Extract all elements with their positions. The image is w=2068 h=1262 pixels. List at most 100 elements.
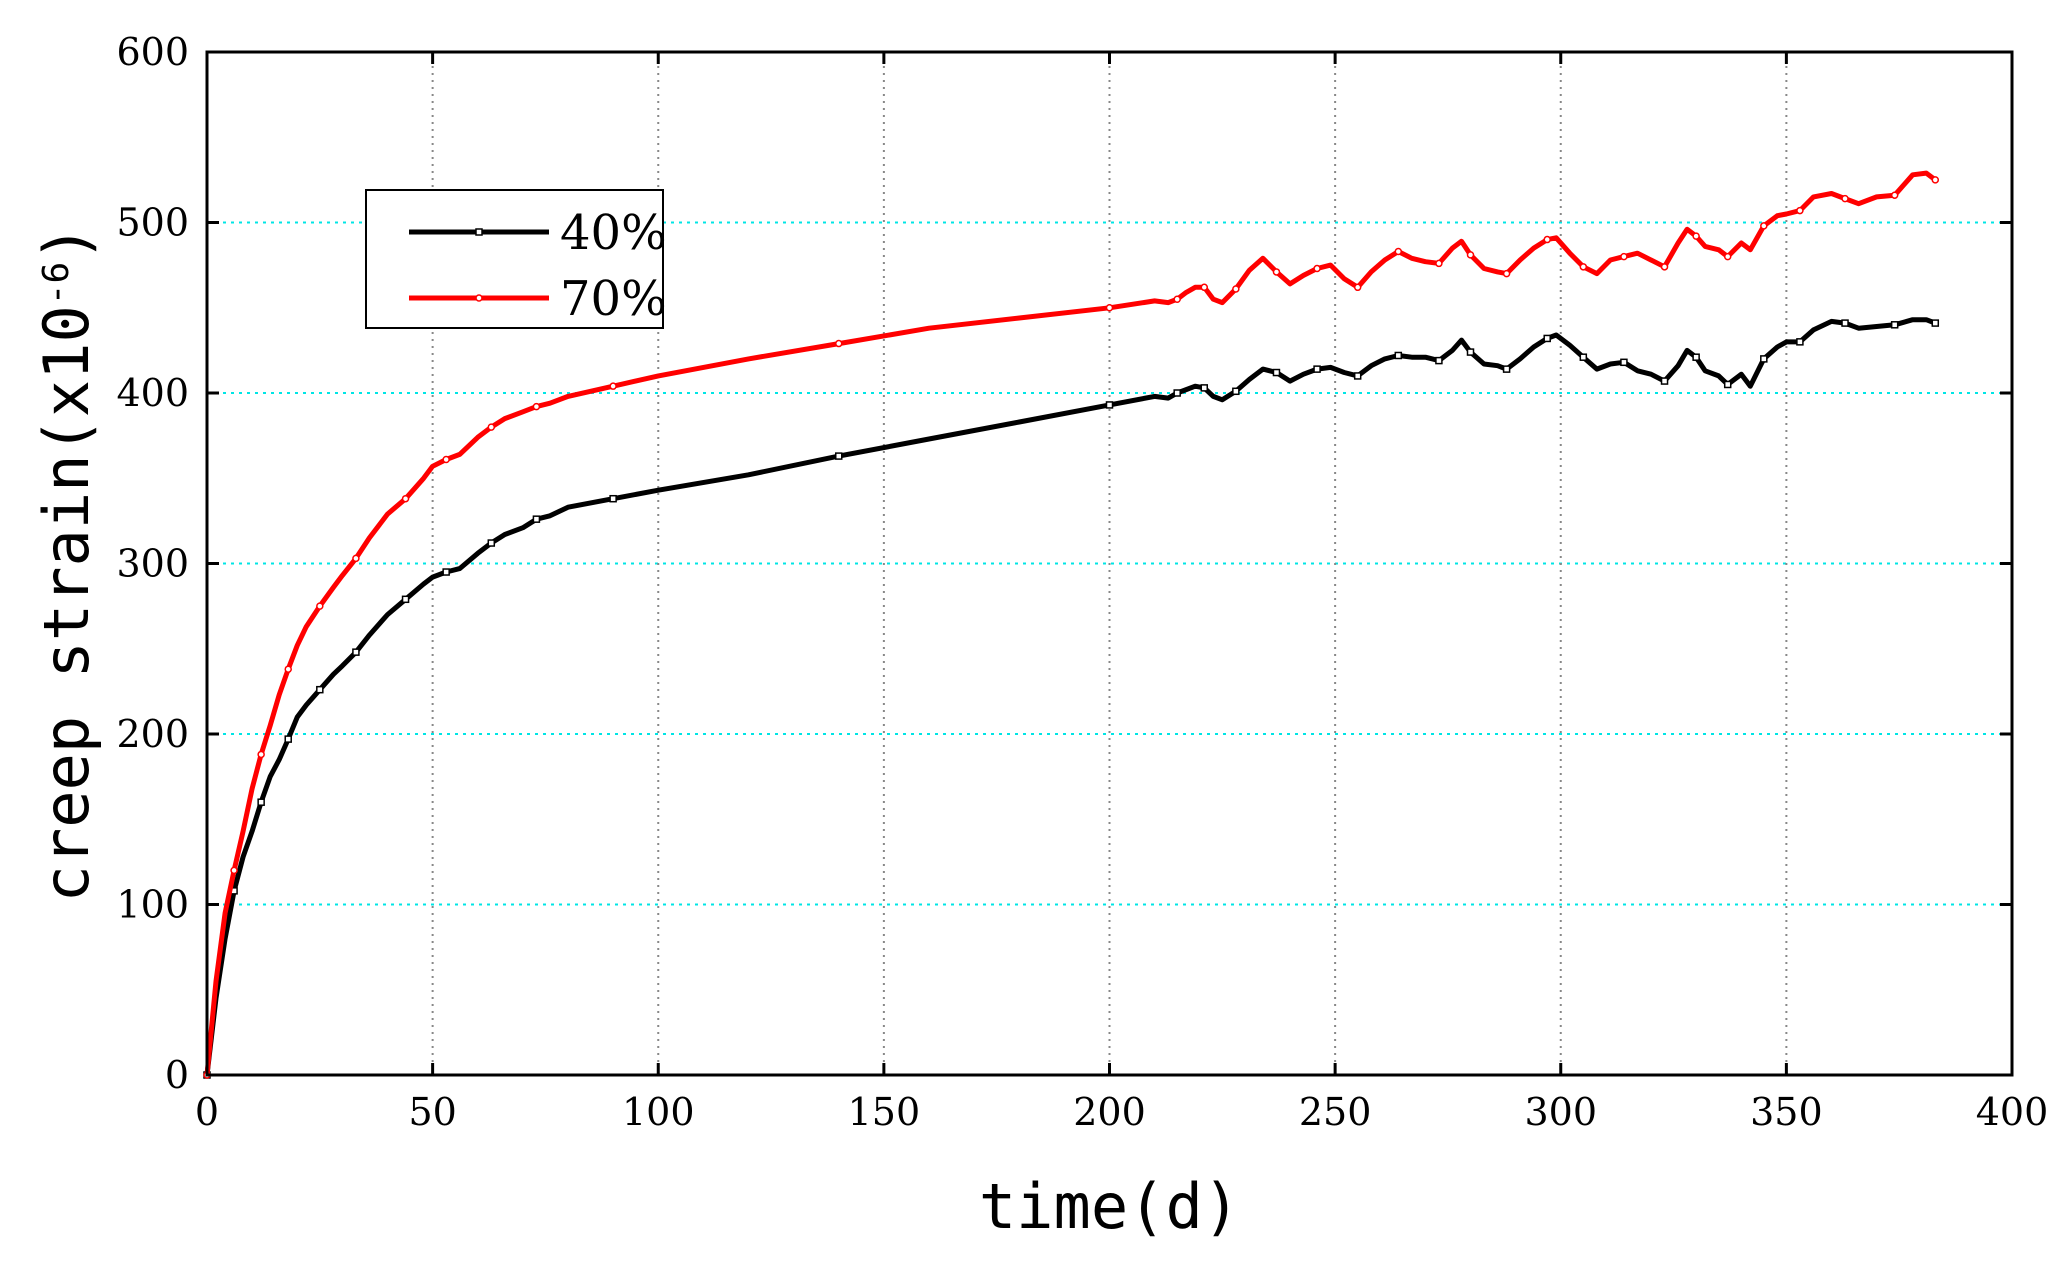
y-tick-label: 500 xyxy=(116,201,189,245)
data-point xyxy=(1890,321,1899,329)
data-point xyxy=(1796,338,1804,346)
data-point xyxy=(1620,358,1628,367)
data-point xyxy=(1760,355,1768,363)
x-tick-label: 300 xyxy=(1524,1090,1597,1134)
data-point xyxy=(257,798,265,806)
data-point xyxy=(487,539,496,547)
series-line xyxy=(204,170,1938,1078)
legend-label: 40% xyxy=(560,205,667,261)
x-tick-label: 100 xyxy=(622,1090,695,1134)
data-point xyxy=(401,595,410,604)
y-tick-label: 0 xyxy=(165,1053,189,1097)
data-point xyxy=(1692,353,1700,361)
data-point xyxy=(1466,251,1475,259)
data-point xyxy=(1723,380,1732,389)
data-point xyxy=(609,494,617,503)
data-point xyxy=(442,568,450,576)
data-point xyxy=(230,866,238,875)
data-point xyxy=(532,402,541,411)
data-point xyxy=(1105,401,1114,409)
legend-box xyxy=(365,189,664,329)
data-point xyxy=(442,455,450,464)
data-point xyxy=(1502,269,1511,278)
data-point xyxy=(1200,283,1209,292)
y-tick-label: 200 xyxy=(116,712,189,756)
data-point xyxy=(1931,319,1940,327)
y-tick-label: 400 xyxy=(116,371,189,415)
y-tick-label: 100 xyxy=(116,883,189,927)
data-point xyxy=(1841,319,1849,327)
x-tick-label: 200 xyxy=(1073,1090,1146,1134)
legend-marker xyxy=(475,228,483,236)
data-point xyxy=(1200,384,1209,392)
data-point xyxy=(1173,389,1181,397)
data-point xyxy=(401,494,410,503)
data-point xyxy=(1313,365,1321,373)
x-tick-label: 150 xyxy=(848,1090,921,1134)
data-point xyxy=(1890,191,1899,199)
grid-lines xyxy=(207,52,2012,1075)
data-point xyxy=(1232,387,1240,396)
data-point xyxy=(1394,351,1403,360)
data-point xyxy=(1579,263,1588,271)
data-point xyxy=(487,423,496,431)
data-point xyxy=(1394,247,1403,256)
data-point xyxy=(1841,194,1849,203)
legend-entry: 40% xyxy=(409,205,667,261)
data-point xyxy=(316,602,324,610)
data-point xyxy=(1272,368,1281,377)
data-point xyxy=(1353,372,1362,380)
data-point xyxy=(1502,365,1511,373)
data-point xyxy=(1660,377,1669,385)
data-point xyxy=(532,515,541,523)
data-point xyxy=(1435,356,1443,365)
data-point xyxy=(1660,263,1669,271)
data-point xyxy=(1105,304,1114,312)
x-tick-label: 50 xyxy=(408,1090,456,1134)
data-point xyxy=(257,750,265,759)
legend-marker xyxy=(475,294,483,302)
y-axis-title: creep strain(x10-6) xyxy=(30,225,103,903)
data-point xyxy=(1723,252,1732,261)
x-axis-title: time(d) xyxy=(979,1170,1240,1243)
data-point xyxy=(284,665,292,673)
data-point xyxy=(316,685,324,694)
svg-text:creep strain(x10-6): creep strain(x10-6) xyxy=(30,225,103,903)
data-point xyxy=(1435,259,1443,268)
x-tick-label: 400 xyxy=(1976,1090,2049,1134)
data-point xyxy=(1931,176,1940,184)
data-point xyxy=(1579,353,1588,361)
data-point xyxy=(1692,232,1700,240)
data-point xyxy=(835,452,843,460)
data-point xyxy=(284,735,292,743)
data-point xyxy=(1313,264,1321,273)
series-line xyxy=(204,317,1938,1078)
y-axis-title-close: ) xyxy=(30,225,103,262)
y-tick-label: 600 xyxy=(116,30,189,74)
x-tick-label: 350 xyxy=(1750,1090,1823,1134)
data-point xyxy=(1760,222,1768,230)
data-point xyxy=(1173,295,1181,303)
data-point xyxy=(1543,334,1551,343)
data-point xyxy=(352,554,360,563)
data-point xyxy=(1353,283,1362,292)
legend: 40%70% xyxy=(365,189,667,329)
x-tick-label: 0 xyxy=(195,1090,219,1134)
data-point xyxy=(352,648,360,656)
data-point xyxy=(1466,348,1475,356)
data-point xyxy=(609,382,617,390)
data-point xyxy=(835,339,843,348)
legend-entry: 70% xyxy=(409,271,667,327)
data-point xyxy=(1272,268,1281,276)
legend-label: 70% xyxy=(560,271,667,327)
y-tick-label: 300 xyxy=(116,542,189,586)
data-point xyxy=(1620,252,1628,261)
x-tick-label: 250 xyxy=(1299,1090,1372,1134)
axis-ticks: 0 50 100 150 200 250 300 350 400 0 100 200 300 400 500… xyxy=(116,30,2048,1134)
data-point xyxy=(1232,285,1240,293)
series-1 xyxy=(203,170,1940,1079)
y-axis-title-text: creep strain(x10 xyxy=(30,305,103,902)
data-point xyxy=(1543,235,1551,244)
